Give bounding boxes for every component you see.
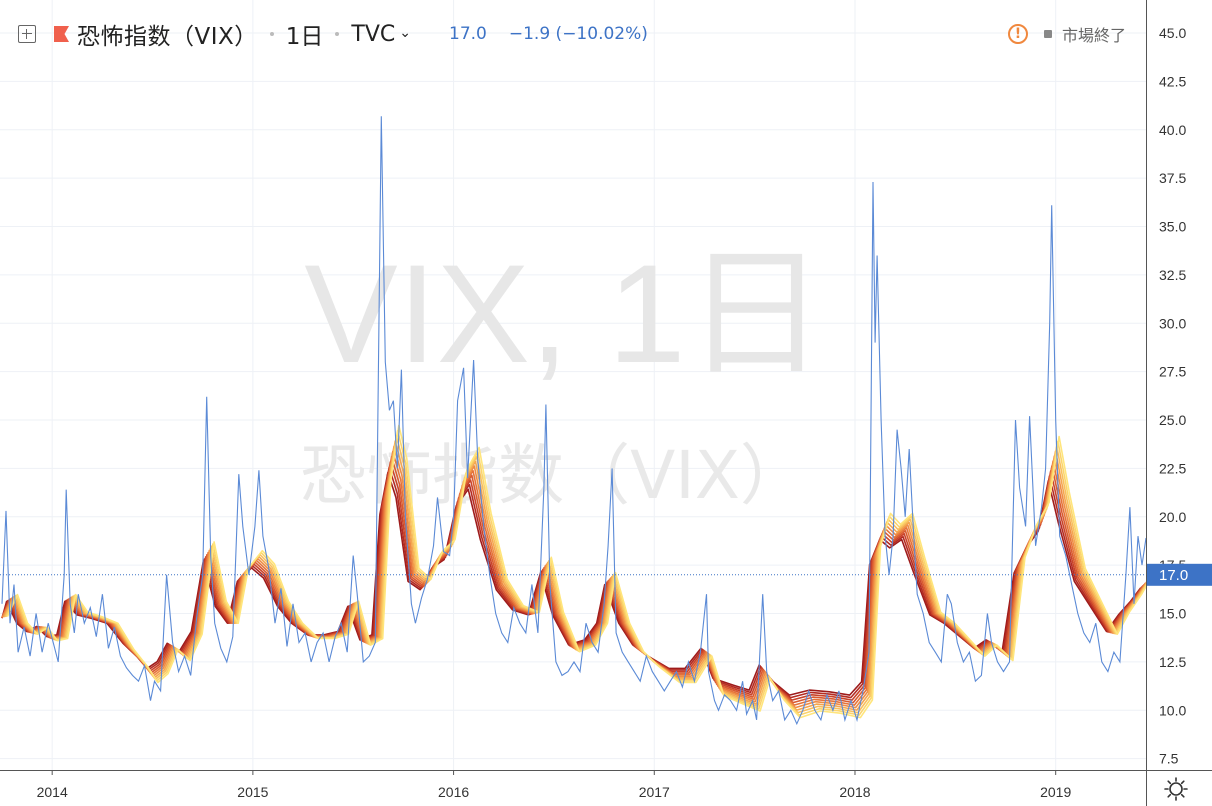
- y-tick-label: 27.5: [1159, 364, 1186, 380]
- warning-icon[interactable]: !: [1008, 24, 1028, 44]
- price-line: [1, 116, 1147, 726]
- y-tick-label: 22.5: [1159, 460, 1186, 476]
- y-tick-label: 12.5: [1159, 654, 1186, 670]
- y-tick-label: 10.0: [1159, 702, 1186, 718]
- exchange-label: TVC: [351, 21, 396, 47]
- y-tick-label: 40.0: [1159, 122, 1186, 138]
- y-tick-label: 20.0: [1159, 509, 1186, 525]
- y-tick-label: 37.5: [1159, 170, 1186, 186]
- x-tick-label: 2019: [1040, 784, 1071, 800]
- separator-dot: [335, 32, 340, 36]
- exchange-selector[interactable]: TVC ⌄: [351, 22, 411, 47]
- y-tick-label: 25.0: [1159, 412, 1186, 428]
- x-tick-label: 2016: [438, 784, 469, 800]
- last-price-label: 17.0: [1147, 563, 1212, 586]
- market-status: 市場終了: [1062, 26, 1127, 45]
- y-tick-label: 7.5: [1159, 751, 1179, 767]
- last-price-label-text: 17.0: [1159, 567, 1188, 584]
- market-status-dot: [1044, 30, 1052, 38]
- watermark-name: 恐怖指数（VIX）: [300, 437, 806, 514]
- symbol-title[interactable]: 恐怖指数（VIX）: [77, 24, 258, 50]
- flag-icon[interactable]: [54, 26, 69, 42]
- separator-dot: [269, 32, 274, 36]
- y-tick-label: 30.0: [1159, 315, 1186, 331]
- ma-ribbon: [1, 424, 1153, 719]
- y-tick-label: 32.5: [1159, 267, 1186, 283]
- x-tick-label: 2017: [639, 784, 670, 800]
- last-price: 17.0: [449, 24, 487, 44]
- price-change: −1.9 (−10.02%): [508, 24, 648, 44]
- y-tick-label: 35.0: [1159, 219, 1186, 235]
- expand-icon[interactable]: [18, 25, 36, 43]
- grid: [0, 0, 1146, 770]
- y-tick-label: 15.0: [1159, 606, 1186, 622]
- legend-header: 恐怖指数（VIX） 1日 TVC ⌄ 17.0 −1.9 (−10.02%): [18, 14, 648, 54]
- y-tick-label: 45.0: [1159, 25, 1186, 41]
- x-tick-label: 2015: [237, 784, 268, 800]
- x-tick-label: 2018: [839, 784, 870, 800]
- interval-label[interactable]: 1日: [285, 24, 324, 50]
- y-tick-label: 42.5: [1159, 73, 1186, 89]
- market-status-area: ! 市場終了: [1008, 14, 1126, 54]
- settings-icon[interactable]: [1163, 776, 1189, 802]
- x-tick-label: 2014: [37, 784, 68, 800]
- chevron-down-icon: ⌄: [399, 25, 412, 41]
- watermark-symbol: VIX, 1日: [304, 235, 825, 392]
